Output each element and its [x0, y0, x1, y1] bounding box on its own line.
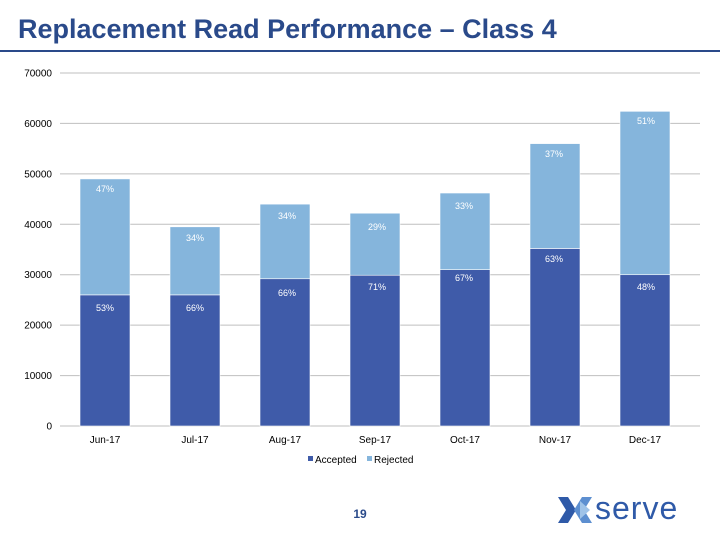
data-label: 33% [455, 201, 473, 211]
x-tick-label: Dec-17 [629, 435, 662, 446]
y-axis-ticks: 0 10000 20000 30000 40000 50000 60000 70000 [24, 69, 52, 433]
data-label: 53% [96, 303, 114, 313]
data-label: 48% [637, 282, 655, 292]
gridlines [60, 72, 700, 427]
data-label: 66% [186, 303, 204, 313]
bar-accepted [79, 294, 131, 427]
bar-accepted [349, 274, 401, 427]
bar-rejected [529, 143, 581, 249]
legend: Accepted Rejected [308, 455, 413, 466]
xoserve-x-icon [558, 497, 592, 523]
data-label: 63% [545, 254, 563, 264]
data-label: 71% [368, 282, 386, 292]
data-label: 34% [186, 233, 204, 243]
y-tick-label: 10000 [24, 371, 52, 382]
y-tick-label: 70000 [24, 69, 52, 80]
bar-accepted [259, 278, 311, 427]
bars: 53% 66% 66% 71% 67% 63% 48% 47% 34% 34% 29% 33% 37% 5… [79, 111, 671, 427]
x-tick-label: Nov-17 [539, 435, 572, 446]
legend-entry: Rejected [374, 455, 413, 466]
y-tick-label: 20000 [24, 321, 52, 332]
y-tick-label: 30000 [24, 270, 52, 281]
data-label: 37% [545, 149, 563, 159]
data-label: 29% [368, 222, 386, 232]
bar-rejected [349, 212, 401, 276]
bar-accepted [439, 269, 491, 427]
x-tick-label: Jul-17 [181, 435, 209, 446]
x-tick-label: Oct-17 [450, 435, 480, 446]
legend-entry: Accepted [315, 455, 357, 466]
bar-rejected [79, 178, 131, 296]
x-tick-label: Aug-17 [269, 435, 302, 446]
data-label: 34% [278, 211, 296, 221]
y-tick-label: 40000 [24, 220, 52, 231]
data-label: 66% [278, 288, 296, 298]
logo-wordmark: serve [595, 490, 679, 526]
data-label: 51% [637, 116, 655, 126]
bar-accepted [529, 248, 581, 427]
bar-rejected [619, 111, 671, 276]
data-label: 47% [96, 184, 114, 194]
bar-rejected [439, 192, 491, 270]
x-tick-label: Jun-17 [90, 435, 121, 446]
page-number: 19 [353, 507, 367, 521]
y-tick-label: 50000 [24, 169, 52, 180]
bar-rejected [169, 226, 221, 296]
xoserve-logo [558, 497, 592, 523]
bar-accepted [169, 294, 221, 427]
title-divider [0, 50, 720, 52]
legend-swatch [308, 456, 313, 461]
legend-swatch [367, 456, 372, 461]
x-axis-ticks: Jun-17 Jul-17 Aug-17 Sep-17 Oct-17 Nov-17 Dec-… [90, 435, 662, 446]
page-title: Replacement Read Performance – Class 4 [18, 14, 557, 44]
bar-rejected [259, 203, 311, 280]
bar-accepted [619, 274, 671, 427]
data-label: 67% [455, 273, 473, 283]
y-tick-label: 60000 [24, 119, 52, 130]
x-tick-label: Sep-17 [359, 435, 392, 446]
y-tick-label: 0 [46, 422, 52, 433]
